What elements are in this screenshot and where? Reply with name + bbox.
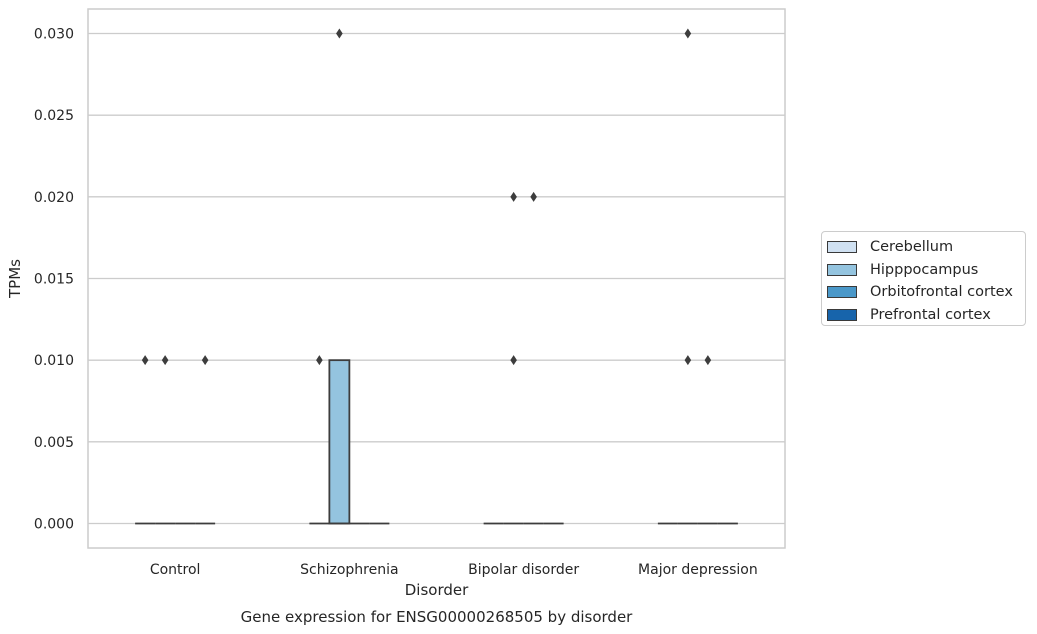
y-tick-label: 0.015 xyxy=(34,272,74,288)
legend-item: Hipppocampus xyxy=(827,259,1025,282)
legend-swatch xyxy=(827,309,857,322)
grid-lines xyxy=(88,32,785,525)
legend-label: Prefrontal cortex xyxy=(870,307,991,324)
x-axis-ticks: Control Schizophrenia Bipolar disorder Majo… xyxy=(150,562,758,578)
legend-label: Cerebellum xyxy=(870,239,954,256)
legend-label: Hipppocampus xyxy=(870,261,979,278)
box-cerebellum xyxy=(309,355,330,525)
legend-swatch xyxy=(827,263,857,276)
outlier-point xyxy=(316,355,323,366)
box-hipppocampus xyxy=(328,28,351,525)
legend-item: Cerebellum xyxy=(827,236,1025,259)
box-orbitofrontal-cortex xyxy=(697,355,718,525)
box-hipppocampus xyxy=(503,191,524,525)
y-axis-ticks: 0.000 0.005 0.010 0.015 0.020 0.025 0.030 xyxy=(34,27,74,533)
outlier-point xyxy=(336,28,343,39)
y-tick-label: 0.020 xyxy=(34,190,74,206)
y-tick-label: 0.030 xyxy=(34,27,74,43)
y-tick-label: 0.000 xyxy=(34,517,74,533)
plot-area xyxy=(87,8,786,549)
box-body xyxy=(328,359,351,525)
outlier-point xyxy=(704,355,712,366)
box-hipppocampus xyxy=(677,28,698,525)
legend-swatch xyxy=(827,241,857,254)
box-cerebellum xyxy=(135,355,156,525)
x-tick-label: Bipolar disorder xyxy=(468,562,579,578)
outlier-point xyxy=(530,191,537,202)
outlier-point xyxy=(684,28,692,39)
boxes xyxy=(135,28,738,525)
box-prefrontal-cortex xyxy=(195,355,216,525)
y-axis-label: TPMs xyxy=(6,259,24,299)
y-tick-label: 0.005 xyxy=(34,435,74,451)
outlier-point xyxy=(510,355,517,366)
chart-title: Gene expression for ENSG00000268505 by d… xyxy=(241,608,634,626)
legend-swatch xyxy=(827,286,857,299)
y-tick-label: 0.010 xyxy=(34,353,74,369)
outlier-point xyxy=(141,355,149,366)
legend: Cerebellum Hipppocampus Orbitofrontal cort… xyxy=(821,231,1026,326)
x-axis-label: Disorder xyxy=(405,581,469,599)
box-orbitofrontal-cortex xyxy=(523,191,544,525)
outlier-point xyxy=(201,355,209,366)
legend-item: Orbitofrontal cortex xyxy=(827,281,1025,304)
legend-item: Prefrontal cortex xyxy=(827,304,1025,327)
outlier-point xyxy=(510,191,517,202)
y-tick-label: 0.025 xyxy=(34,108,74,124)
legend-label: Orbitofrontal cortex xyxy=(870,284,1013,301)
x-tick-label: Schizophrenia xyxy=(300,562,398,578)
x-tick-label: Major depression xyxy=(638,562,758,578)
box-hipppocampus xyxy=(155,355,176,525)
x-tick-label: Control xyxy=(150,562,201,578)
outlier-point xyxy=(684,355,692,366)
outlier-point xyxy=(161,355,169,366)
